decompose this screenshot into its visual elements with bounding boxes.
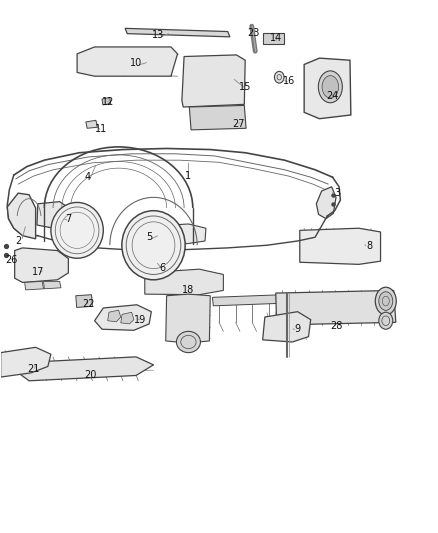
Polygon shape bbox=[14, 248, 68, 282]
Ellipse shape bbox=[122, 211, 185, 280]
Text: 16: 16 bbox=[283, 77, 295, 86]
Text: 13: 13 bbox=[152, 30, 164, 41]
Polygon shape bbox=[108, 310, 121, 322]
Text: 21: 21 bbox=[27, 364, 39, 374]
Polygon shape bbox=[1, 348, 51, 377]
Polygon shape bbox=[145, 269, 223, 295]
Text: 19: 19 bbox=[134, 314, 147, 325]
Polygon shape bbox=[189, 106, 246, 130]
Text: 24: 24 bbox=[326, 91, 339, 101]
Ellipse shape bbox=[375, 287, 396, 315]
Polygon shape bbox=[37, 201, 71, 228]
Polygon shape bbox=[276, 290, 396, 325]
Ellipse shape bbox=[322, 76, 339, 98]
Text: 6: 6 bbox=[159, 263, 165, 273]
Polygon shape bbox=[25, 281, 43, 290]
Text: 12: 12 bbox=[102, 96, 114, 107]
Text: 14: 14 bbox=[270, 33, 282, 43]
Polygon shape bbox=[304, 58, 351, 119]
Text: 3: 3 bbox=[334, 188, 340, 198]
Polygon shape bbox=[316, 187, 336, 219]
Text: 23: 23 bbox=[248, 28, 260, 38]
Polygon shape bbox=[263, 312, 311, 342]
Text: 9: 9 bbox=[294, 324, 300, 334]
Polygon shape bbox=[263, 33, 285, 44]
Text: 1: 1 bbox=[185, 171, 191, 181]
Polygon shape bbox=[7, 193, 35, 239]
Text: 7: 7 bbox=[65, 214, 71, 224]
Text: 2: 2 bbox=[15, 236, 21, 246]
Text: 28: 28 bbox=[331, 321, 343, 331]
Text: 20: 20 bbox=[84, 370, 96, 381]
Polygon shape bbox=[144, 224, 206, 244]
Text: 11: 11 bbox=[95, 124, 107, 134]
Polygon shape bbox=[18, 357, 153, 381]
Text: 18: 18 bbox=[182, 286, 194, 295]
Polygon shape bbox=[182, 55, 245, 107]
Polygon shape bbox=[125, 28, 230, 37]
Polygon shape bbox=[76, 295, 92, 308]
Text: 5: 5 bbox=[146, 232, 152, 243]
Text: 15: 15 bbox=[239, 82, 251, 92]
Polygon shape bbox=[77, 47, 177, 76]
Polygon shape bbox=[121, 312, 134, 324]
Polygon shape bbox=[95, 305, 151, 330]
Polygon shape bbox=[86, 120, 98, 128]
Polygon shape bbox=[300, 228, 381, 264]
Ellipse shape bbox=[379, 292, 393, 310]
Ellipse shape bbox=[177, 332, 201, 353]
Ellipse shape bbox=[318, 71, 343, 103]
Polygon shape bbox=[166, 294, 210, 343]
Ellipse shape bbox=[275, 71, 284, 83]
Text: 4: 4 bbox=[85, 172, 91, 182]
Polygon shape bbox=[212, 294, 298, 306]
Text: 17: 17 bbox=[32, 267, 44, 277]
Text: 27: 27 bbox=[233, 119, 245, 129]
Ellipse shape bbox=[379, 312, 393, 329]
Polygon shape bbox=[102, 98, 111, 105]
Text: 26: 26 bbox=[5, 255, 18, 265]
Text: 10: 10 bbox=[130, 59, 142, 68]
Text: 22: 22 bbox=[82, 298, 94, 309]
Text: 8: 8 bbox=[367, 241, 373, 251]
Ellipse shape bbox=[51, 203, 103, 259]
Polygon shape bbox=[43, 281, 61, 289]
